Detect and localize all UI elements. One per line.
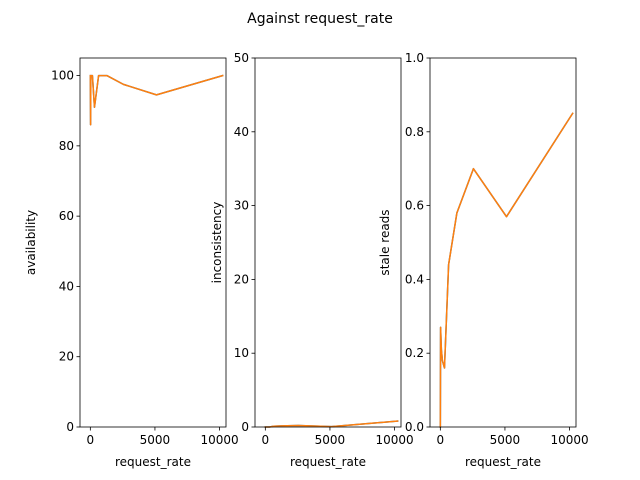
subplot-grid: 0 5000 10000020406080100request_rateavaila… (24, 51, 589, 469)
y-tick-label: 20 (59, 350, 74, 364)
y-tick-label: 0.6 (405, 199, 424, 213)
y-tick-label: 0.0 (405, 420, 424, 434)
y-axis-label: inconsistency (210, 202, 224, 284)
y-tick-label: 100 (51, 69, 74, 83)
y-tick-label: 40 (59, 279, 74, 293)
series-line-2 (89, 74, 224, 126)
y-tick-label: 10 (234, 346, 249, 360)
series-line-1 (439, 112, 574, 428)
y-tick-label: 0 (241, 420, 249, 434)
y-tick-label: 80 (59, 139, 74, 153)
figure-title: Against request_rate (247, 11, 393, 27)
axes-frame (429, 57, 577, 428)
axes-frame (254, 57, 402, 428)
y-tick-label: 50 (234, 51, 249, 65)
subplot-2: 0 5000 10000 0 10 20 30 40 50 request_rate inconsi… (210, 51, 414, 469)
y-tick-label: 20 (234, 272, 249, 286)
series-line-1 (89, 74, 224, 126)
x-tick-label: 10000 (200, 433, 238, 447)
x-tick-label: 0 (437, 433, 445, 447)
x-axis-label: request_rate (115, 455, 191, 469)
axes-frame (79, 57, 227, 428)
y-tick-label: 30 (234, 199, 249, 213)
x-axis-label: request_rate (465, 455, 541, 469)
y-tick-label: 60 (59, 209, 74, 223)
x-tick-label: 0 (87, 433, 95, 447)
subplot-3: 0 5000 100000.00.20.40.60.81.0request_rate… (378, 51, 589, 469)
y-tick-label: 0 (66, 420, 74, 434)
series-line-2 (439, 112, 574, 428)
x-tick-label: 10000 (550, 433, 588, 447)
x-axis-label: request_rate (290, 455, 366, 469)
y-tick-label: 0.4 (405, 272, 424, 286)
subplot-1: 0 5000 10000 0 20 40 60 80 100 request_rate availa… (24, 57, 239, 469)
series-line-2 (264, 420, 399, 428)
x-tick-label: 5000 (315, 433, 346, 447)
x-tick-label: 5000 (140, 433, 171, 447)
y-tick-label: 0.2 (405, 346, 424, 360)
x-tick-label: 0 (262, 433, 270, 447)
x-tick-label: 5000 (490, 433, 521, 447)
y-tick-label: 1.0 (405, 51, 424, 65)
y-tick-label: 40 (234, 125, 249, 139)
y-axis-label: availability (24, 210, 38, 275)
y-tick-label: 0.8 (405, 125, 424, 139)
y-axis-label: stale reads (378, 209, 392, 275)
x-tick-label: 10000 (375, 433, 413, 447)
